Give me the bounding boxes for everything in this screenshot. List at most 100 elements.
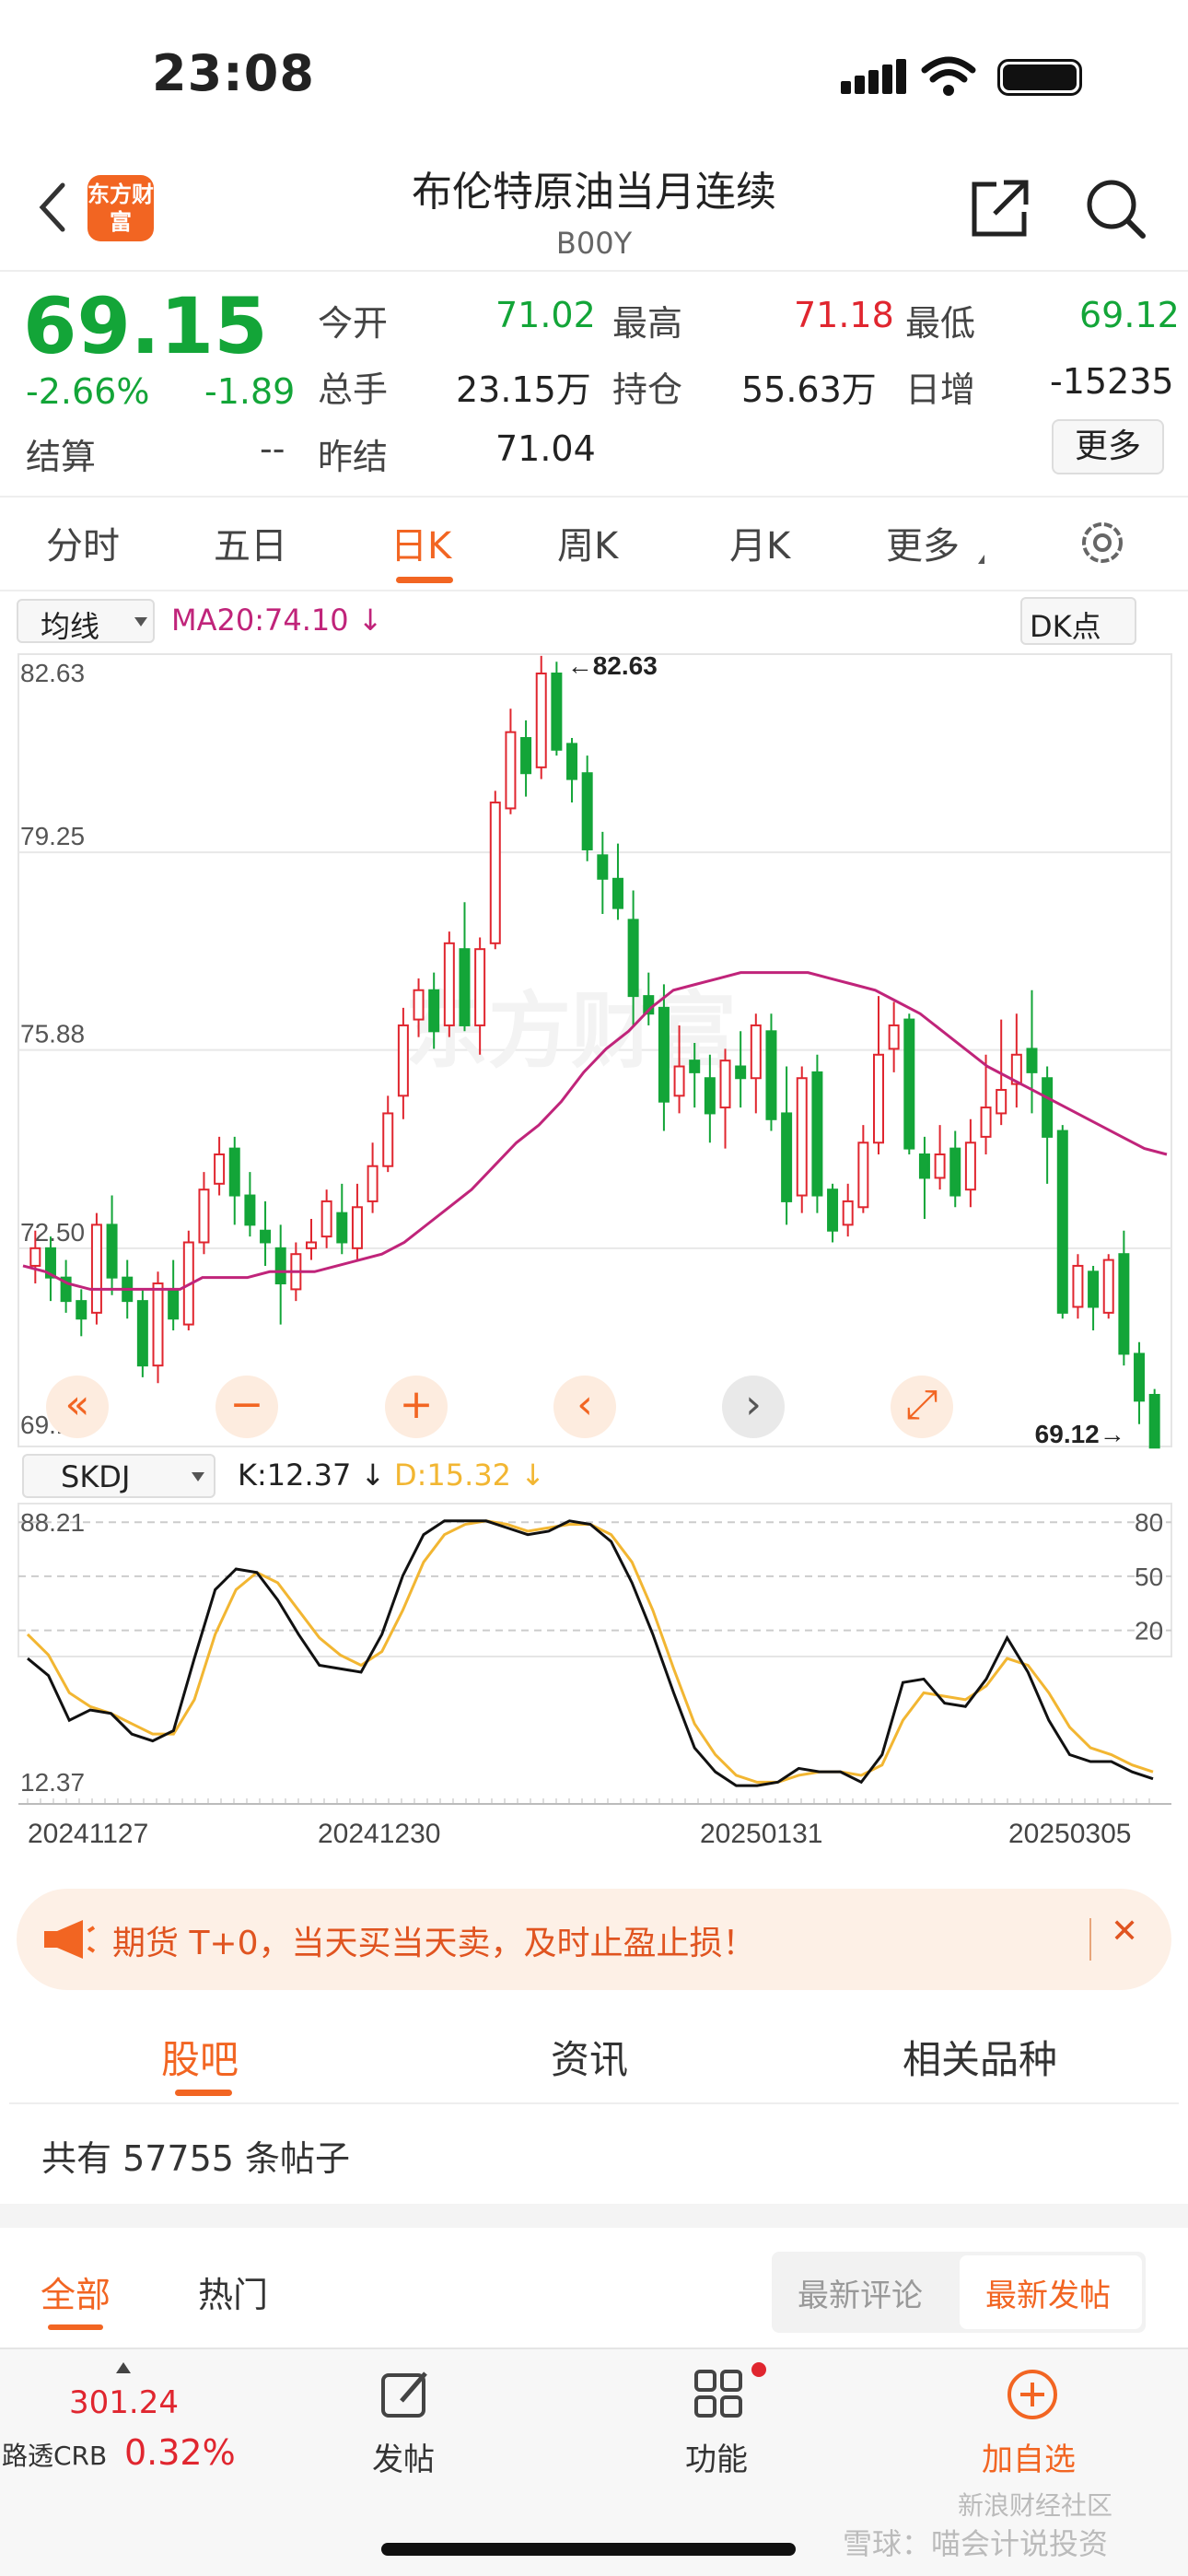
- post-button[interactable]: 发帖: [372, 2441, 435, 2478]
- settle-label: 结算: [26, 437, 97, 477]
- back-icon[interactable]: [35, 180, 72, 235]
- close-icon[interactable]: ✕: [1111, 1913, 1139, 1950]
- tab-news[interactable]: 资讯: [551, 2037, 629, 2082]
- tab-daily-k[interactable]: 日K: [390, 525, 452, 568]
- candle-body: [136, 1300, 148, 1367]
- candle-body: [566, 743, 578, 780]
- low-value: 69.12: [1079, 295, 1180, 335]
- megaphone-icon: [44, 1920, 96, 1959]
- candle-body: [964, 1142, 976, 1191]
- candle-body: [1056, 1130, 1068, 1314]
- daily-inc-value: -15235: [1050, 361, 1174, 402]
- skdj-chart[interactable]: 80 50 20 88.21 12.37 20241127 20241230 20250131…: [0, 1500, 1188, 1868]
- share-icon[interactable]: [967, 175, 1033, 241]
- filter-hot[interactable]: 热门: [198, 2275, 269, 2315]
- candle-body: [842, 1200, 854, 1226]
- candle-body: [750, 1024, 762, 1080]
- low-label: 最低: [905, 303, 976, 344]
- notice-text: 期货 T+0，当天买当天卖，及时止盈止损！: [112, 1925, 756, 1962]
- candle-body: [704, 1077, 716, 1115]
- tab-intraday[interactable]: 分时: [46, 525, 120, 568]
- tab-more[interactable]: 更多: [886, 525, 960, 568]
- search-icon[interactable]: [1082, 175, 1148, 241]
- x-date-label: 20250131: [700, 1819, 822, 1849]
- volume-value: 23.15万: [456, 369, 591, 410]
- candle-body: [1072, 1264, 1084, 1308]
- candle-body: [1042, 1077, 1054, 1138]
- candle-body: [827, 1188, 839, 1232]
- skdj-select-label: SKDJ: [61, 1459, 131, 1494]
- watermark-xueqiu: 雪球：喵会计说投资: [843, 2526, 1109, 2561]
- y-tick-label: 72.50: [20, 1218, 85, 1247]
- filter-all[interactable]: 全部: [41, 2275, 111, 2315]
- index-name: 路透CRB: [2, 2441, 108, 2471]
- candle-body: [658, 1006, 670, 1103]
- candle-body: [1118, 1253, 1130, 1355]
- open-label: 今开: [318, 303, 389, 344]
- zoom-out-button[interactable]: −: [215, 1376, 278, 1438]
- kline-chart[interactable]: 82.6379.2575.8872.5069.12东方财富←82.6369.12…: [0, 645, 1188, 1456]
- skdj-select[interactable]: SKDJ: [22, 1454, 215, 1498]
- zoom-in-button[interactable]: +: [385, 1376, 448, 1438]
- tab-related[interactable]: 相关品种: [903, 2037, 1058, 2082]
- dk-point-button[interactable]: DK点: [1020, 597, 1136, 645]
- indicator-select[interactable]: 均线: [17, 599, 155, 644]
- candle-body: [260, 1229, 272, 1244]
- candle-body: [489, 802, 501, 944]
- signal-icon: [841, 57, 906, 94]
- high-label: 最高: [612, 303, 683, 344]
- x-date-label: 20250305: [1008, 1819, 1131, 1849]
- scroll-left-fast-button[interactable]: «: [46, 1376, 109, 1438]
- notice-banner[interactable]: 期货 T+0，当天买当天卖，及时止盈止损！ ✕: [17, 1889, 1171, 1990]
- add-watchlist-icon[interactable]: [1004, 2366, 1061, 2423]
- candle-body: [627, 919, 639, 998]
- candle-body: [1134, 1352, 1146, 1402]
- quote-panel: 69.15 -2.66% -1.89 结算 -- 今开 71.02 最高 71.…: [0, 272, 1188, 498]
- high-marker: ←82.63: [567, 651, 658, 680]
- skdj-k-label: K:12.37 ↓: [238, 1458, 386, 1493]
- section-gap: [0, 2204, 1188, 2228]
- move-right-button[interactable]: ›: [722, 1376, 785, 1438]
- tab-five-day[interactable]: 五日: [214, 525, 287, 568]
- candle-body: [1010, 1053, 1022, 1085]
- status-time: 23:08: [152, 44, 315, 102]
- candle-body: [90, 1224, 102, 1314]
- candle-body: [611, 877, 623, 909]
- tab-forum[interactable]: 股吧: [161, 2037, 239, 2082]
- sort-latest-post[interactable]: 最新发帖: [985, 2277, 1111, 2314]
- candle-body: [1088, 1270, 1100, 1308]
- settings-gear-icon[interactable]: [1077, 518, 1127, 568]
- candle-body: [306, 1241, 317, 1249]
- level-label: 50: [1135, 1563, 1163, 1591]
- add-watchlist-button[interactable]: 加自选: [982, 2441, 1076, 2478]
- function-button[interactable]: 功能: [685, 2441, 748, 2478]
- candle-body: [673, 1065, 685, 1097]
- candle-body: [76, 1300, 87, 1320]
- volume-label: 总手: [318, 369, 389, 410]
- candle-body: [44, 1247, 56, 1279]
- candle-body: [551, 673, 563, 751]
- level-label: 20: [1135, 1617, 1163, 1645]
- home-indicator: [381, 2543, 796, 2556]
- tab-monthly-k[interactable]: 月K: [729, 525, 791, 568]
- caret-up-icon: [116, 2362, 131, 2373]
- more-button[interactable]: 更多: [1052, 419, 1164, 474]
- sort-latest-comment[interactable]: 最新评论: [798, 2277, 923, 2314]
- edit-post-icon[interactable]: [378, 2366, 435, 2423]
- dropdown-icon: [192, 1472, 204, 1481]
- tab-weekly-k[interactable]: 周K: [557, 525, 619, 568]
- app-logo: 东方财富: [87, 175, 154, 241]
- fullscreen-button[interactable]: ⤢: [891, 1376, 953, 1438]
- function-icon[interactable]: [691, 2366, 748, 2423]
- level-label: 80: [1135, 1508, 1163, 1537]
- oi-value: 55.63万: [741, 369, 877, 410]
- post-count: 共有 57755 条帖子: [41, 2138, 351, 2179]
- skdj-k-line: [27, 1519, 1154, 1787]
- candle-body: [980, 1107, 992, 1138]
- divider: [1089, 1918, 1091, 1961]
- candle-body: [60, 1276, 72, 1303]
- move-left-button[interactable]: ‹: [553, 1376, 616, 1438]
- candle-body: [796, 1077, 808, 1197]
- index-value[interactable]: 301.24: [69, 2384, 179, 2421]
- ma20-line: [22, 971, 1168, 1291]
